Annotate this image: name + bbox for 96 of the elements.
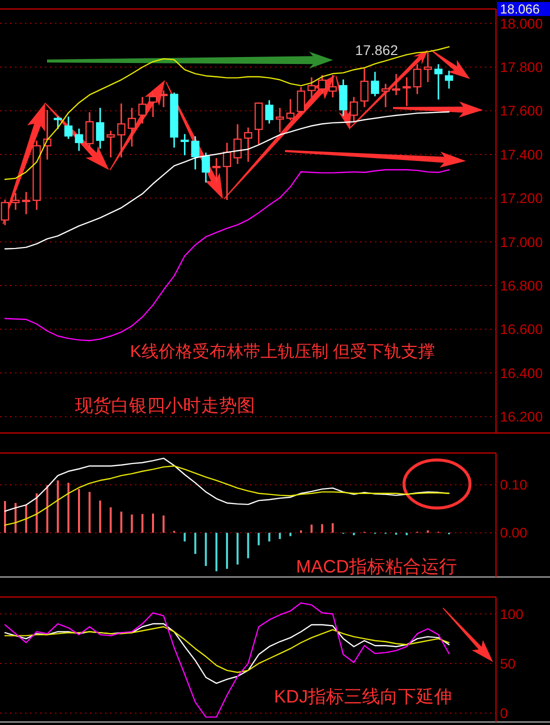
y-tick-label: 0.00: [500, 524, 528, 541]
bar: [226, 532, 228, 569]
line-series: [4, 169, 450, 342]
annotation: KDJ指标三线向下延伸: [274, 686, 452, 706]
candlestick: [233, 124, 242, 164]
annotation: MACD指标粘合运行: [296, 556, 457, 576]
candlestick: [244, 128, 252, 162]
bar: [36, 493, 38, 533]
candlestick: [191, 136, 200, 170]
candlestick: [138, 96, 147, 124]
bar: [321, 524, 324, 533]
candlestick: [148, 92, 158, 118]
candlestick: [413, 64, 422, 94]
candlestick: [32, 140, 41, 210]
bar: [184, 532, 186, 542]
candlestick: [128, 108, 136, 146]
y-tick-label: 17.400: [500, 146, 544, 162]
line-series: [4, 623, 450, 684]
bar: [130, 514, 133, 533]
y-tick-label: 17.800: [500, 59, 544, 76]
candlestick: [360, 68, 369, 108]
candlestick: [265, 100, 274, 124]
candlestick: [159, 90, 168, 108]
y-tick-label: 0.10: [500, 476, 528, 493]
y-tick-label: 100: [500, 606, 524, 622]
candlestick: [180, 134, 189, 156]
bar: [332, 523, 334, 533]
candlestick: [444, 70, 454, 89]
y-tick-label: 18.000: [500, 15, 544, 32]
y-tick-label: 16.400: [500, 364, 544, 381]
bar: [46, 485, 48, 533]
y-tick-label: 17.200: [500, 190, 544, 206]
bar: [25, 504, 28, 533]
y-tick-label: 17.600: [500, 102, 544, 119]
candlestick: [117, 103, 126, 158]
bar: [215, 532, 218, 572]
candlestick: [222, 142, 232, 200]
candlestick: [170, 92, 178, 148]
candlestick: [402, 77, 411, 106]
line-series: [4, 626, 450, 673]
candlestick: [11, 193, 20, 210]
y-tick-label: 16.800: [500, 277, 544, 294]
candlestick: [339, 79, 348, 116]
bar: [152, 514, 154, 533]
bar: [56, 480, 59, 533]
bar: [278, 532, 281, 540]
bar: [120, 512, 122, 533]
bar: [258, 532, 260, 546]
bar: [162, 515, 165, 533]
y-tick-label: 0: [500, 704, 508, 721]
candlestick: [96, 108, 104, 149]
bar: [300, 530, 302, 533]
candlestick: [106, 130, 115, 158]
candlestick: [392, 74, 400, 96]
bar: [110, 507, 112, 533]
y-tick-label: 18.066: [500, 2, 540, 17]
annotation: K线价格受布林带上轨压制 但受下轨支撑: [130, 342, 436, 361]
candlestick: [424, 52, 432, 82]
y-tick-label: 16.600: [500, 321, 544, 338]
candlestick: [64, 116, 73, 139]
candlestick: [22, 192, 30, 214]
candlestick: [381, 84, 390, 108]
bar: [78, 489, 80, 533]
candlestick: [212, 158, 221, 183]
annotation: 现货白银四小时走势图: [75, 395, 255, 416]
candlestick: [296, 87, 306, 114]
bar: [247, 532, 250, 558]
candlestick: [286, 99, 295, 120]
y-tick-label: 16.200: [500, 408, 544, 425]
bar: [426, 530, 429, 533]
y-tick-label: 50: [500, 655, 516, 672]
candlestick: [434, 64, 443, 100]
candlestick: [43, 110, 52, 160]
bar: [204, 532, 207, 566]
bar: [88, 492, 91, 533]
candlestick: [328, 75, 337, 98]
bar: [310, 524, 313, 533]
bar: [4, 501, 6, 533]
bar: [14, 502, 17, 533]
line-series: [4, 46, 450, 180]
bar: [141, 514, 144, 533]
y-tick-label: 17.000: [500, 234, 544, 250]
line-series: [4, 465, 450, 526]
candlestick: [370, 72, 380, 96]
bar: [236, 532, 239, 565]
candlestick: [74, 128, 84, 151]
bar: [99, 500, 102, 533]
candlestick: [276, 108, 284, 132]
bar: [268, 532, 270, 542]
bar: [67, 482, 70, 533]
line-series: [4, 458, 450, 512]
line-series: [4, 111, 450, 250]
bar: [194, 532, 196, 554]
candlestick: [85, 112, 94, 149]
line-series: [4, 602, 450, 718]
annotation: 17.862: [355, 42, 398, 58]
